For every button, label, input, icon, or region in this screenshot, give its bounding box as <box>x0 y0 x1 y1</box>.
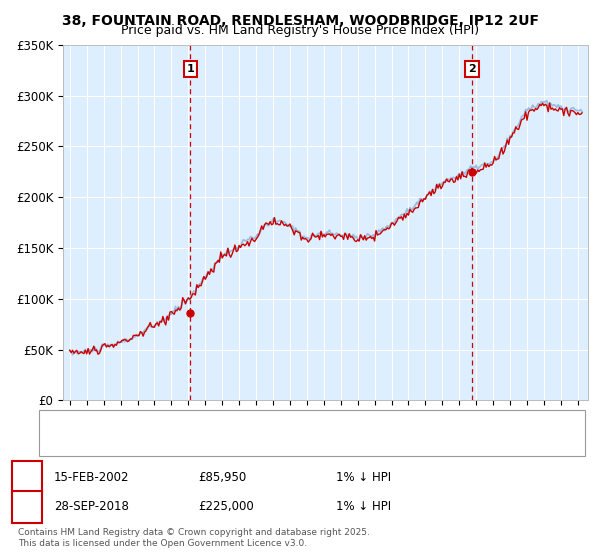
Text: 1% ↓ HPI: 1% ↓ HPI <box>336 500 391 514</box>
Text: 28-SEP-2018: 28-SEP-2018 <box>54 500 129 514</box>
Text: 38, FOUNTAIN ROAD, RENDLESHAM, WOODBRIDGE, IP12 2UF (semi-detached house): 38, FOUNTAIN ROAD, RENDLESHAM, WOODBRIDG… <box>90 418 532 428</box>
Text: 38, FOUNTAIN ROAD, RENDLESHAM, WOODBRIDGE, IP12 2UF: 38, FOUNTAIN ROAD, RENDLESHAM, WOODBRIDG… <box>62 14 539 28</box>
Text: 1% ↓ HPI: 1% ↓ HPI <box>336 470 391 484</box>
Text: 1: 1 <box>187 64 194 74</box>
Text: Contains HM Land Registry data © Crown copyright and database right 2025.
This d: Contains HM Land Registry data © Crown c… <box>18 528 370 548</box>
Text: 15-FEB-2002: 15-FEB-2002 <box>54 470 130 484</box>
Text: £85,950: £85,950 <box>198 470 246 484</box>
Text: HPI: Average price, semi-detached house, East Suffolk: HPI: Average price, semi-detached house,… <box>90 438 374 449</box>
Text: Price paid vs. HM Land Registry's House Price Index (HPI): Price paid vs. HM Land Registry's House … <box>121 24 479 37</box>
Text: £225,000: £225,000 <box>198 500 254 514</box>
Text: 1: 1 <box>23 470 31 484</box>
Text: 2: 2 <box>23 500 31 514</box>
Text: 2: 2 <box>468 64 476 74</box>
